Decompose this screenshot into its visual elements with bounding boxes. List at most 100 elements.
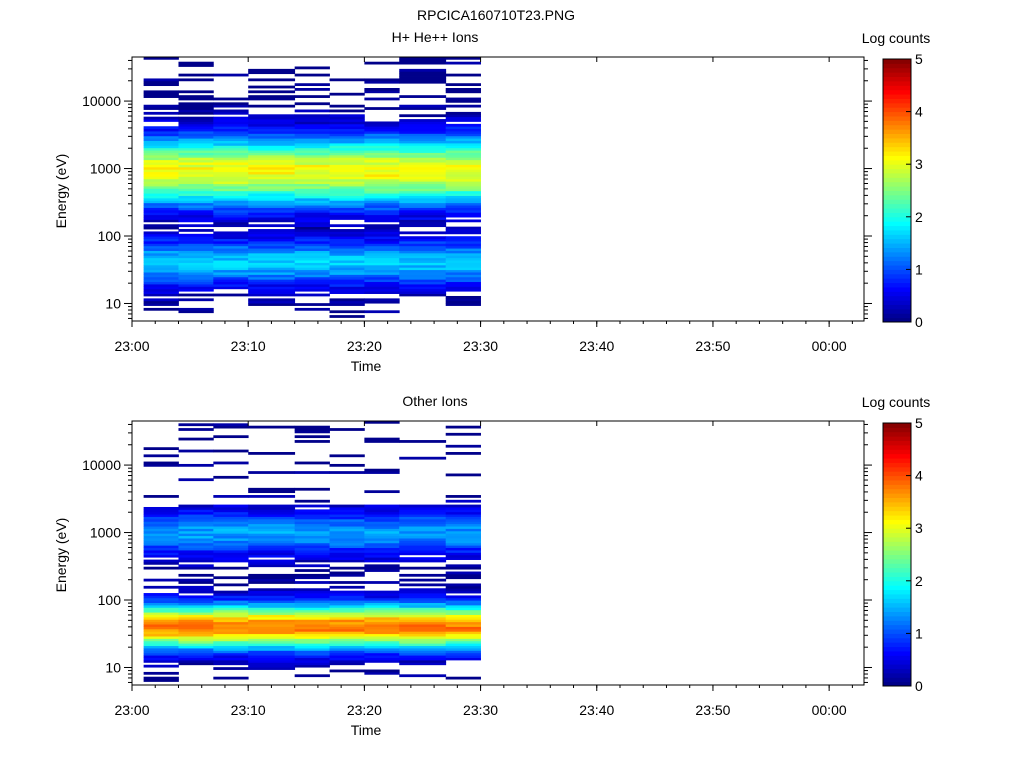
heatmap-cell — [399, 267, 447, 271]
heatmap-cell — [364, 569, 400, 572]
heatmap-cell — [213, 640, 249, 644]
heatmap-cell — [143, 624, 179, 627]
x-tick-label: 23:00 — [114, 702, 149, 718]
heatmap-cell — [399, 162, 447, 165]
heatmap-cell — [329, 593, 365, 596]
heatmap-cell — [364, 231, 400, 235]
heatmap-cell — [329, 428, 365, 431]
heatmap-cell — [329, 150, 365, 153]
heatmap-cell — [143, 269, 179, 273]
heatmap-cell — [364, 671, 400, 675]
heatmap-cell — [178, 111, 214, 115]
heatmap-cell — [178, 463, 214, 467]
heatmap-cell — [143, 619, 179, 623]
heatmap-cell — [213, 123, 249, 127]
colorbar-swatch — [883, 611, 911, 617]
heatmap-cell — [399, 595, 447, 599]
heatmap-cell — [213, 576, 249, 580]
heatmap-cell — [364, 310, 400, 314]
heatmap-cell — [445, 181, 481, 185]
colorbar-swatch — [883, 256, 911, 262]
heatmap-cell — [143, 511, 179, 515]
heatmap-cell — [143, 518, 179, 522]
heatmap-cell — [178, 511, 214, 515]
heatmap-cell — [143, 243, 179, 247]
heatmap-cell — [329, 217, 365, 220]
heatmap-cell — [213, 528, 249, 532]
heatmap-cell — [399, 509, 447, 513]
heatmap-cell — [399, 80, 447, 84]
heatmap-cell — [445, 56, 481, 60]
heatmap-cell — [248, 545, 296, 549]
heatmap-cell — [213, 605, 249, 608]
heatmap-cell — [178, 140, 214, 144]
heatmap-cell — [445, 571, 481, 575]
heatmap-cell — [178, 540, 214, 544]
heatmap-cell — [364, 135, 400, 139]
heatmap-cell — [445, 506, 481, 510]
heatmap-cell — [399, 264, 447, 268]
heatmap-cell — [213, 73, 249, 77]
heatmap-cell — [329, 190, 365, 194]
heatmap-cell — [445, 145, 481, 149]
heatmap-cell — [178, 449, 214, 453]
heatmap-cell — [178, 90, 214, 94]
heatmap-cell — [213, 248, 249, 251]
heatmap-cell — [329, 521, 365, 525]
heatmap-cell — [178, 638, 214, 642]
heatmap-cell — [213, 650, 249, 654]
heatmap-cell — [294, 236, 330, 239]
heatmap-cell — [399, 557, 447, 560]
heatmap-cell — [143, 183, 179, 187]
heatmap-cell — [445, 209, 481, 213]
heatmap-cell — [399, 602, 447, 606]
heatmap-cell — [364, 128, 400, 132]
heatmap-cell — [178, 614, 214, 618]
heatmap-cell — [445, 116, 481, 120]
heatmap-cell — [248, 300, 296, 304]
heatmap-cell — [248, 123, 296, 127]
heatmap-cell — [294, 171, 330, 175]
heatmap-cell — [445, 88, 481, 91]
heatmap-cell — [178, 142, 214, 146]
heatmap-cell — [143, 597, 179, 601]
heatmap-cell — [248, 643, 296, 647]
heatmap-cell — [294, 545, 330, 549]
heatmap-cell — [399, 528, 447, 532]
heatmap-cell — [294, 66, 330, 70]
heatmap-cell — [213, 109, 249, 113]
heatmap-cell — [143, 566, 179, 570]
heatmap-cell — [329, 212, 365, 216]
heatmap-cell — [248, 95, 296, 98]
heatmap-cell — [143, 107, 179, 110]
heatmap-cell — [399, 126, 447, 130]
heatmap-cell — [213, 554, 249, 558]
heatmap-cell — [294, 152, 330, 156]
heatmap-cell — [248, 250, 296, 254]
heatmap-cell — [364, 90, 400, 94]
heatmap-cell — [329, 286, 365, 290]
heatmap-cell — [445, 279, 481, 283]
colorbar-swatch — [883, 668, 911, 674]
heatmap-cell — [294, 212, 330, 216]
colorbar-swatch — [883, 133, 911, 139]
heatmap-cell — [248, 645, 296, 649]
heatmap-cell — [248, 233, 296, 237]
heatmap-cell — [178, 257, 214, 261]
heatmap-cell — [294, 114, 330, 118]
heatmap-cell — [329, 176, 365, 180]
heatmap-cell — [178, 279, 214, 283]
heatmap-cell — [294, 193, 330, 196]
heatmap-cell — [213, 209, 249, 213]
heatmap-cell — [178, 288, 214, 292]
heatmap-cell — [213, 626, 249, 630]
heatmap-cell — [445, 226, 481, 230]
heatmap-cell — [143, 162, 179, 165]
heatmap-cell — [364, 626, 400, 630]
heatmap-cell — [294, 626, 330, 630]
heatmap-cell — [178, 164, 214, 168]
heatmap-cell — [329, 255, 365, 259]
heatmap-cell — [399, 104, 447, 108]
heatmap-cell — [399, 566, 447, 570]
heatmap-cell — [294, 516, 330, 520]
